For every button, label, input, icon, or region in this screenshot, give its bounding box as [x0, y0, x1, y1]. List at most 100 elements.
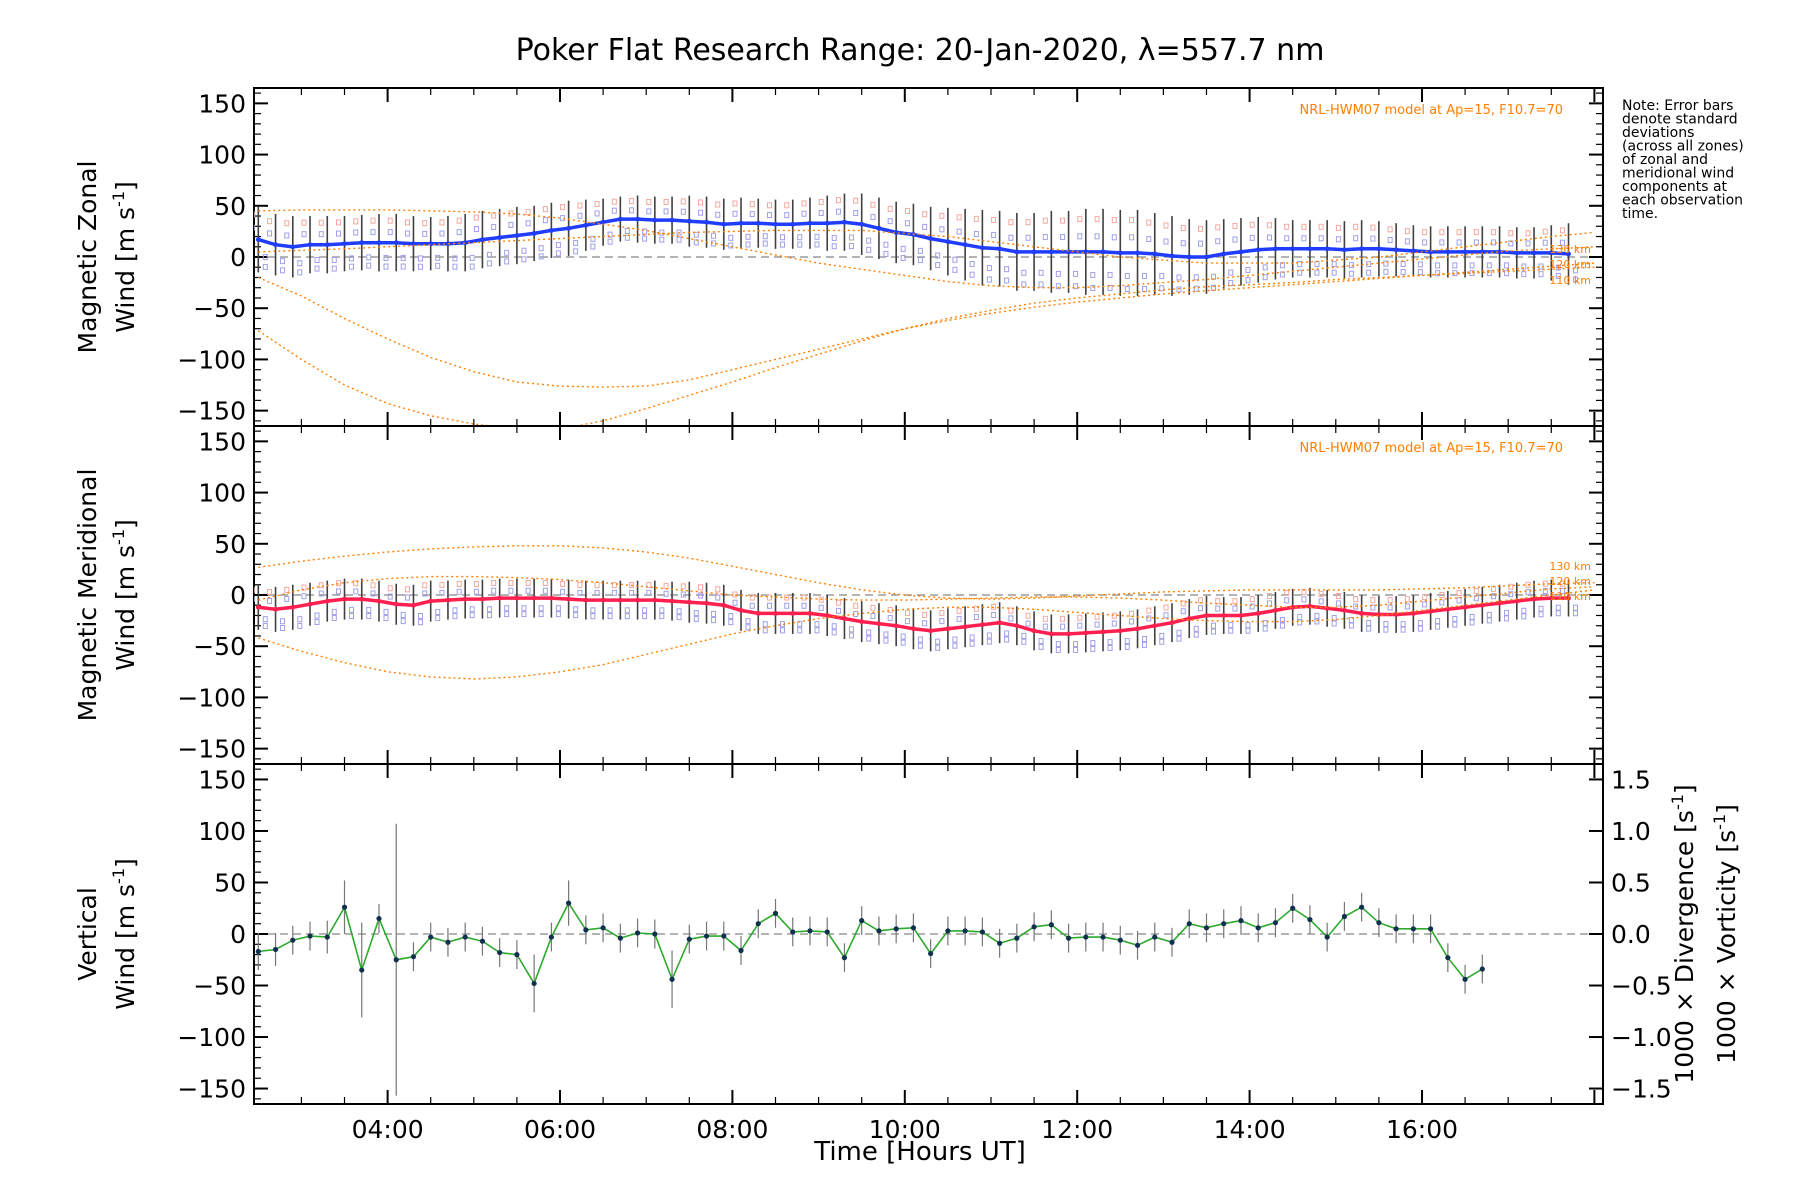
- zone-point: [900, 245, 906, 252]
- data-point: [1341, 913, 1348, 920]
- model-altitude-label: 120 km: [1549, 258, 1591, 271]
- zone-point: [1193, 631, 1199, 638]
- zone-point: [1163, 604, 1169, 611]
- panel-zonal: 150 100 50 0 −50 −100 −150 Magnetic Zonal Wind […: [73, 87, 1604, 427]
- data-point: [393, 240, 399, 246]
- note-line: denote standard: [1622, 112, 1738, 128]
- data-point: [1134, 942, 1141, 948]
- zone-point: [1439, 599, 1445, 606]
- zone-point: [1228, 269, 1234, 276]
- zone-point: [404, 219, 410, 226]
- data-point: [652, 217, 658, 223]
- data-point: [1048, 922, 1054, 928]
- x-tick-label: 16:00: [1386, 1115, 1458, 1144]
- zone-point: [262, 263, 268, 270]
- zone-point: [284, 232, 290, 239]
- data-point: [255, 604, 261, 610]
- zone-point: [1210, 628, 1216, 635]
- zone-point: [1331, 261, 1337, 268]
- data-point: [1117, 628, 1123, 634]
- zone-point: [762, 240, 768, 247]
- data-point: [893, 230, 899, 235]
- zone-point: [1353, 235, 1359, 242]
- zone-point: [1159, 632, 1165, 639]
- zone-point: [1124, 643, 1130, 650]
- data-point: [1359, 611, 1365, 616]
- zone-point: [904, 207, 910, 214]
- zone-point: [1004, 277, 1010, 284]
- zone-point: [297, 269, 303, 276]
- data-point: [945, 626, 951, 632]
- data-point: [1410, 926, 1416, 932]
- data-point: [841, 955, 848, 961]
- zone-point: [284, 586, 290, 593]
- data-point: [480, 596, 485, 602]
- zone-point: [1180, 240, 1186, 247]
- zone-point: [301, 231, 307, 238]
- zone-point: [646, 589, 652, 596]
- zone-point: [1525, 581, 1531, 588]
- chart-title: Poker Flat Research Range: 20-Jan-2020, …: [516, 33, 1325, 68]
- zone-point: [663, 590, 669, 597]
- data-point: [704, 600, 709, 606]
- zone-point: [732, 210, 738, 217]
- zone-point: [1073, 646, 1079, 653]
- y-axis-title-line2: Wind [m s-1]: [109, 519, 140, 671]
- data-point: [773, 221, 778, 227]
- zone-point: [1025, 219, 1031, 226]
- zone-point: [715, 594, 721, 601]
- zone-point: [1008, 615, 1014, 622]
- zone-point: [1111, 620, 1117, 627]
- zone-point: [284, 220, 290, 227]
- y-tick-label: 100: [198, 141, 246, 170]
- unit-superscript: -1: [109, 868, 128, 884]
- data-point: [1583, 0, 1588, 3]
- zone-point: [1560, 227, 1566, 234]
- zone-point: [1555, 272, 1561, 279]
- zone-point: [1538, 271, 1544, 278]
- data-point: [514, 233, 520, 238]
- data-point: [1048, 631, 1054, 637]
- zone-point: [1331, 614, 1337, 621]
- data-point: [893, 926, 899, 932]
- zone-point: [887, 218, 893, 225]
- model-line-hwm_110km: [257, 266, 1595, 426]
- zone-point: [1038, 643, 1044, 650]
- zone-point: [1525, 240, 1531, 247]
- data-point: [652, 931, 658, 937]
- zone-point: [848, 632, 854, 639]
- data-point: [1445, 955, 1451, 961]
- data-point: [1135, 250, 1140, 256]
- zone-point: [611, 582, 617, 589]
- zone-point: [831, 234, 837, 241]
- y-axis-title-line2: Wind [m s-1]: [109, 858, 140, 1010]
- zone-point: [1038, 281, 1044, 288]
- x-tick-label: 10:00: [869, 1115, 941, 1144]
- zone-point: [900, 639, 906, 646]
- zone-point: [331, 608, 337, 615]
- data-point: [790, 611, 796, 616]
- zone-point: [801, 602, 807, 609]
- zone-point: [491, 224, 497, 231]
- zone-point: [663, 198, 669, 205]
- zone-point: [1560, 239, 1566, 246]
- unit-superscript: -1: [1710, 814, 1729, 830]
- zone-point: [784, 594, 790, 601]
- zone-point: [1266, 593, 1272, 600]
- zone-point: [336, 219, 342, 226]
- zone-point: [435, 615, 441, 622]
- zone-point: [917, 247, 923, 254]
- zone-point: [1060, 217, 1066, 224]
- zone-point: [732, 200, 738, 207]
- y-tick-label: 150: [198, 427, 246, 456]
- zone-point: [353, 218, 359, 225]
- zone-point: [917, 642, 923, 649]
- data-point: [1393, 926, 1399, 932]
- zone-point: [1370, 597, 1376, 604]
- zone-point: [745, 618, 751, 625]
- zone-point: [1452, 615, 1458, 622]
- data-point: [566, 596, 572, 602]
- zone-point: [336, 230, 342, 237]
- zone-point: [1180, 608, 1186, 615]
